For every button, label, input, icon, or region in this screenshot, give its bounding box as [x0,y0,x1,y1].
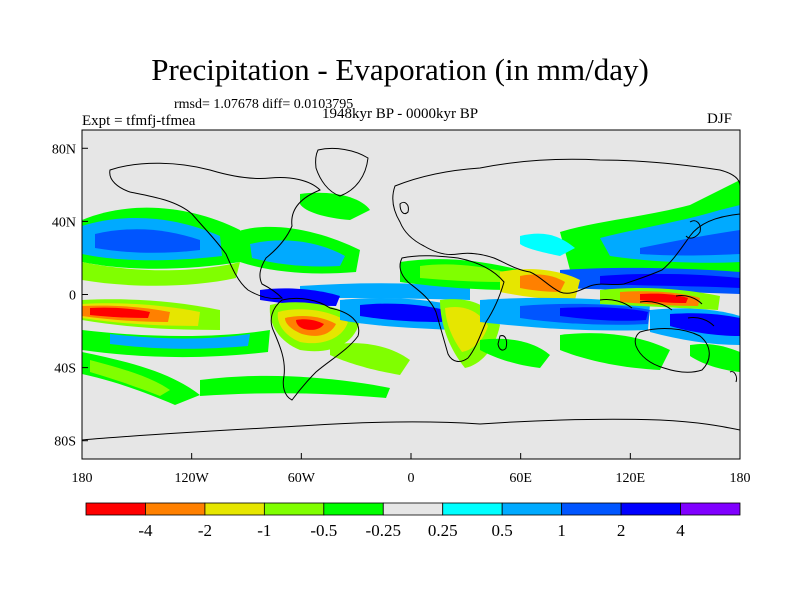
field-region [480,338,550,368]
coastline-madagascar [497,335,508,351]
coastline-south-america [270,297,360,401]
colorbar-label: -2 [198,521,212,540]
colorbar-swatch [204,502,265,516]
x-tick-label: 180 [730,471,751,486]
colorbar-swatch [501,502,563,516]
colorbar-swatch [442,502,503,516]
colorbar-label: 4 [676,521,685,540]
field-region [520,233,575,256]
field-region [95,229,200,253]
coastline-new-zealand [729,371,737,383]
field-region [300,192,370,220]
field-region [90,307,150,318]
colorbar: -4 -2 -1 -0.5 -0.25 0.25 0.5 1 2 4 [85,502,741,540]
field-region [90,360,170,396]
colorbar-swatch [561,502,622,516]
coastline-japan [685,220,701,239]
x-tick-label: 180 [72,471,93,486]
season-label: DJF [707,111,733,127]
coastline-north-america [109,162,321,299]
field-region [560,307,648,321]
y-tick-label: 40N [52,215,76,230]
field-region [520,274,565,292]
colorbar-label: -1 [257,521,271,540]
colorbar-swatch [145,502,206,516]
field-region [670,313,740,336]
coastline-uk [399,201,409,215]
coastline-australia [634,328,710,373]
coastline-africa [399,255,505,362]
coastline-greenland [315,147,369,197]
field-region [420,264,505,282]
colorbar-label: 2 [617,521,626,540]
chart-title: Precipitation - Evaporation (in mm/day) [151,52,649,87]
field-region [200,375,390,398]
field-region [360,303,445,322]
field-region [560,333,670,370]
period-label: 1948kyr BP - 0000kyr BP [322,106,479,122]
field-region [82,262,240,286]
coastlines [82,147,740,441]
x-tick-label: 60W [288,471,316,486]
colorbar-label: 0.5 [492,521,513,540]
field-region [250,240,345,267]
colorbar-label: -0.25 [366,521,401,540]
stats-label: rmsd= 1.07678 diff= 0.0103795 [174,97,354,112]
y-tick-label: 40S [54,362,76,377]
x-tick-label: 120E [616,471,646,486]
colorbar-label: -0.5 [310,521,337,540]
experiment-label: Expt = tfmfj-tfmea [82,113,196,129]
x-tick-label: 0 [408,471,415,486]
x-tick-label: 60E [509,471,532,486]
field-region [600,273,740,288]
field-region [330,343,410,375]
colorbar-label: 0.25 [428,521,458,540]
field-region [690,343,740,372]
x-tick-label: 120W [175,471,210,486]
colorbar-swatch [382,502,444,516]
y-tick-label: 0 [69,289,76,304]
field-region [640,230,740,256]
y-tick-label: 80S [54,435,76,450]
colorbar-label: -4 [138,521,153,540]
y-axis: 80N 40N 0 40S 80S [52,142,88,450]
x-axis: 180 120W 60W 0 60E 120E 180 [72,453,751,486]
colorbar-swatch [85,502,146,516]
colorbar-swatch [263,502,325,516]
colorbar-swatch [620,502,681,516]
coastline-maritime [599,295,715,327]
field-region [445,306,488,352]
field-region [300,283,470,300]
y-tick-label: 80N [52,142,76,157]
colorbar-label: 1 [557,521,566,540]
field-region [296,319,324,330]
coastline-antarctica [82,418,740,441]
colorbar-swatch [680,502,741,516]
colorbar-swatch [323,502,384,516]
coastline-eurasia [392,158,740,294]
field-region [110,334,250,349]
